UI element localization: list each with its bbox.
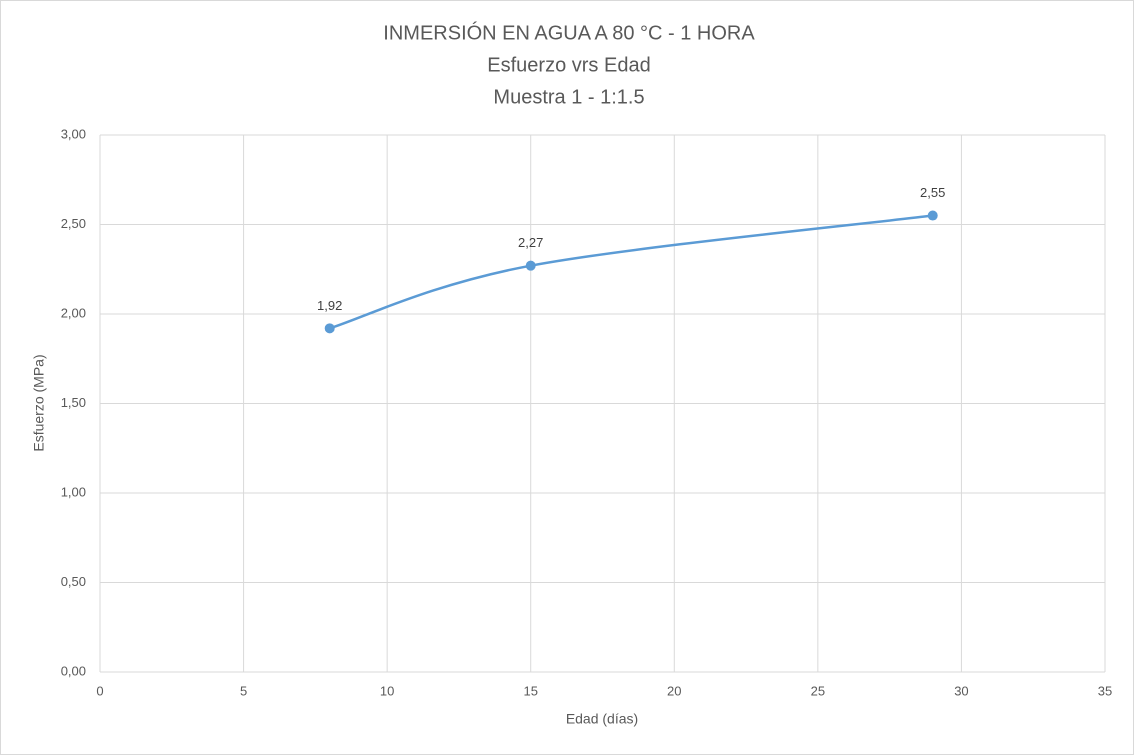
data-point xyxy=(324,323,335,334)
x-tick-label: 0 xyxy=(96,683,103,698)
x-tick-label: 20 xyxy=(667,683,681,698)
chart-subtitle: Esfuerzo vrs Edad xyxy=(487,54,650,76)
data-point xyxy=(927,210,938,221)
y-tick-label: 2,50 xyxy=(61,216,86,231)
data-label: 1,92 xyxy=(317,298,342,313)
y-axis-title: Esfuerzo (MPa) xyxy=(31,354,47,451)
y-tick-label: 0,00 xyxy=(61,663,86,678)
x-tick-label: 35 xyxy=(1098,683,1112,698)
chart-title: INMERSIÓN EN AGUA A 80 °C - 1 HORA xyxy=(383,21,755,44)
x-tick-label: 5 xyxy=(240,683,247,698)
data-label: 2,27 xyxy=(518,235,543,250)
chart-subtitle: Muestra 1 - 1:1.5 xyxy=(493,86,644,108)
x-tick-label: 25 xyxy=(811,683,825,698)
y-tick-label: 3,00 xyxy=(61,126,86,141)
y-tick-label: 1,00 xyxy=(61,484,86,499)
x-axis-title: Edad (días) xyxy=(566,711,638,727)
x-tick-label: 15 xyxy=(523,683,537,698)
series-line xyxy=(328,214,934,330)
data-label: 2,55 xyxy=(920,185,945,200)
y-tick-label: 0,50 xyxy=(61,574,86,589)
data-point xyxy=(525,260,536,271)
x-tick-label: 10 xyxy=(380,683,394,698)
x-tick-label: 30 xyxy=(954,683,968,698)
y-tick-label: 1,50 xyxy=(61,395,86,410)
y-tick-label: 2,00 xyxy=(61,305,86,320)
